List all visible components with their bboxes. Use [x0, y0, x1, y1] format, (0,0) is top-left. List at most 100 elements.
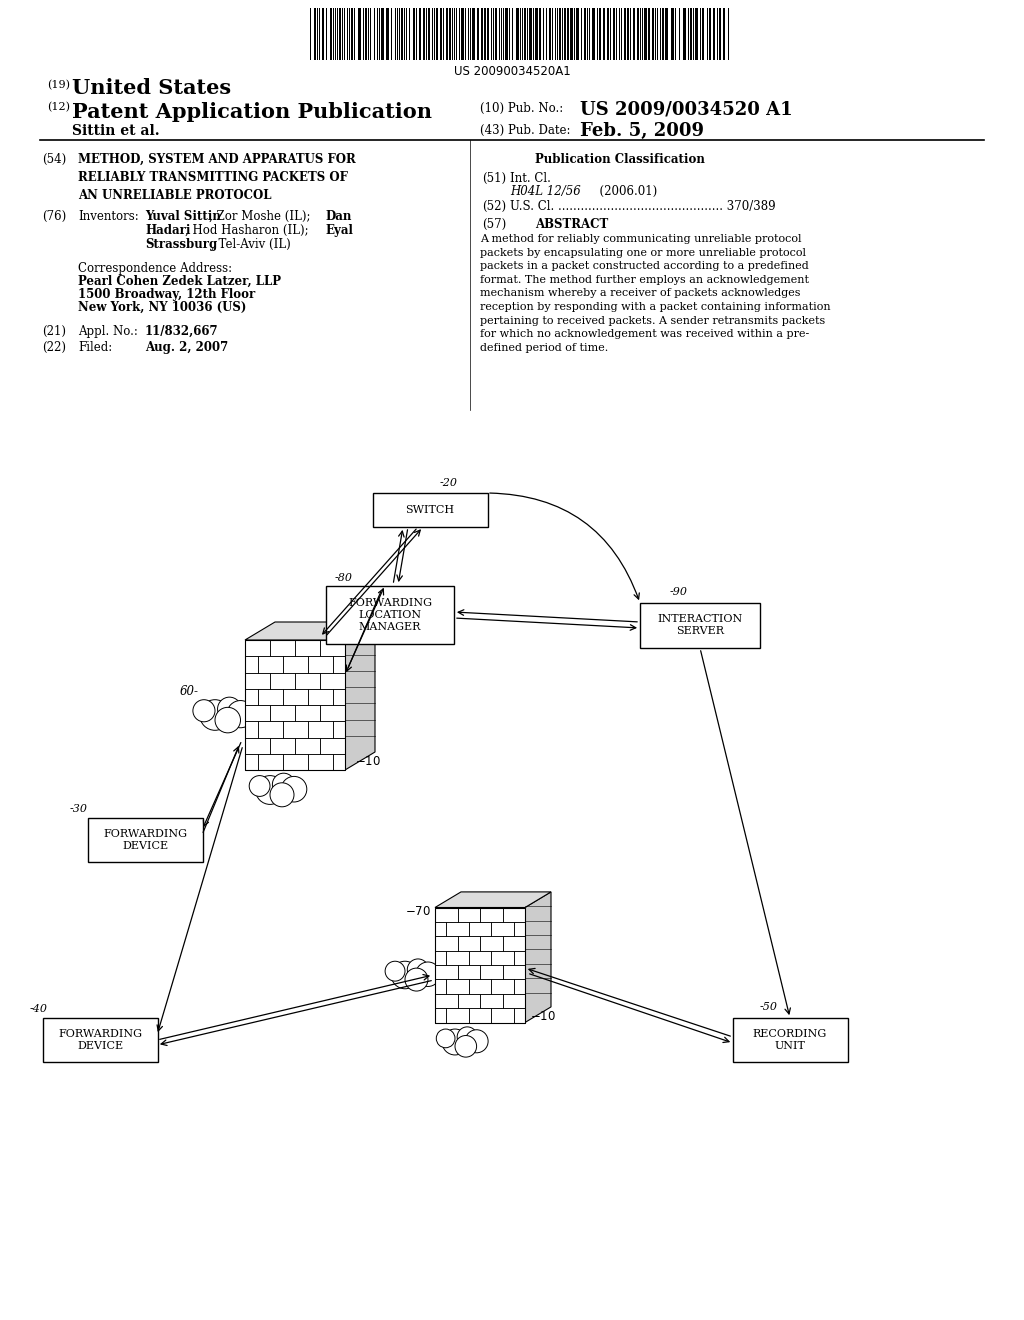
Text: Sittin et al.: Sittin et al.	[72, 124, 160, 139]
Text: -30: -30	[70, 804, 88, 814]
Bar	[435, 908, 458, 921]
Text: (43) Pub. Date:: (43) Pub. Date:	[480, 124, 570, 137]
Bar	[665, 8, 668, 59]
Text: , Zor Moshe (IL);: , Zor Moshe (IL);	[209, 210, 314, 223]
Bar	[435, 994, 458, 1008]
Bar	[295, 705, 319, 721]
Text: -80: -80	[335, 573, 353, 583]
Circle shape	[345, 678, 368, 701]
Bar	[333, 754, 345, 770]
Text: (52): (52)	[482, 201, 506, 213]
Bar	[295, 640, 319, 656]
Bar	[458, 994, 480, 1008]
Bar	[458, 965, 480, 979]
Bar	[283, 689, 307, 705]
Bar	[446, 921, 469, 936]
Bar	[514, 950, 525, 965]
Bar	[514, 921, 525, 936]
Bar	[381, 8, 384, 59]
Bar	[472, 8, 475, 59]
Text: FORWARDING
DEVICE: FORWARDING DEVICE	[103, 829, 187, 851]
Text: Yuval Sittin: Yuval Sittin	[145, 210, 221, 223]
Bar	[245, 705, 270, 721]
Text: Eyal: Eyal	[325, 224, 353, 238]
Text: (10) Pub. No.:: (10) Pub. No.:	[480, 102, 563, 115]
Circle shape	[193, 700, 215, 722]
Bar	[469, 950, 492, 965]
Bar	[401, 8, 403, 59]
Text: United States: United States	[72, 78, 231, 98]
Circle shape	[442, 1030, 468, 1055]
Bar	[481, 8, 483, 59]
Text: ABSTRACT: ABSTRACT	[535, 218, 608, 231]
Bar	[435, 908, 525, 1023]
Bar	[435, 921, 446, 936]
Bar	[535, 8, 538, 59]
Bar	[245, 689, 257, 705]
Bar	[683, 8, 686, 59]
Text: Filed:: Filed:	[78, 341, 113, 354]
Text: Inventors:: Inventors:	[78, 210, 138, 223]
Bar	[319, 738, 345, 754]
Bar	[613, 8, 615, 59]
Circle shape	[517, 937, 535, 954]
Text: -50: -50	[760, 1002, 778, 1012]
Bar	[458, 908, 480, 921]
Text: -20: -20	[440, 478, 458, 488]
Bar	[624, 8, 626, 59]
Bar	[307, 721, 333, 738]
Circle shape	[337, 676, 356, 694]
Bar	[270, 738, 295, 754]
Bar	[732, 1018, 848, 1063]
Text: , Hod Hasharon (IL);: , Hod Hasharon (IL);	[185, 224, 312, 238]
Circle shape	[515, 944, 534, 964]
Text: Correspondence Address:: Correspondence Address:	[78, 261, 232, 275]
Text: (54): (54)	[42, 153, 67, 166]
Bar	[428, 8, 430, 59]
Text: FORWARDING
DEVICE: FORWARDING DEVICE	[58, 1030, 142, 1051]
Bar	[435, 936, 458, 950]
Bar	[539, 8, 541, 59]
Bar	[516, 8, 519, 59]
Bar	[575, 8, 579, 59]
Text: SWITCH: SWITCH	[406, 506, 455, 515]
Bar	[484, 8, 486, 59]
Bar	[423, 8, 425, 59]
Circle shape	[200, 700, 230, 730]
Text: (51): (51)	[482, 172, 506, 185]
Circle shape	[335, 684, 356, 705]
Bar	[365, 8, 367, 59]
Bar	[419, 8, 421, 59]
Bar	[492, 1008, 514, 1023]
Bar	[723, 8, 725, 59]
Text: Aug. 2, 2007: Aug. 2, 2007	[145, 341, 228, 354]
Text: US 20090034520A1: US 20090034520A1	[454, 65, 570, 78]
Bar	[43, 1018, 158, 1063]
Bar	[567, 8, 569, 59]
Circle shape	[316, 677, 335, 696]
Bar	[87, 818, 203, 862]
Bar	[469, 1008, 492, 1023]
Circle shape	[436, 1030, 455, 1048]
Bar	[477, 8, 479, 59]
Bar	[487, 8, 489, 59]
Text: (2006.01): (2006.01)	[592, 185, 657, 198]
Bar	[322, 8, 324, 59]
Bar	[319, 640, 345, 656]
Bar	[446, 950, 469, 965]
Bar	[245, 672, 270, 689]
Circle shape	[217, 697, 242, 721]
Circle shape	[499, 939, 515, 956]
Bar	[245, 721, 257, 738]
Bar	[295, 738, 319, 754]
Bar	[529, 8, 532, 59]
Bar	[671, 8, 674, 59]
Text: Patent Application Publication: Patent Application Publication	[72, 102, 432, 121]
Bar	[295, 672, 319, 689]
Bar	[319, 705, 345, 721]
Bar	[245, 640, 270, 656]
Circle shape	[504, 939, 526, 961]
Bar	[662, 8, 664, 59]
Bar	[514, 1008, 525, 1023]
Text: -90: -90	[670, 587, 688, 597]
